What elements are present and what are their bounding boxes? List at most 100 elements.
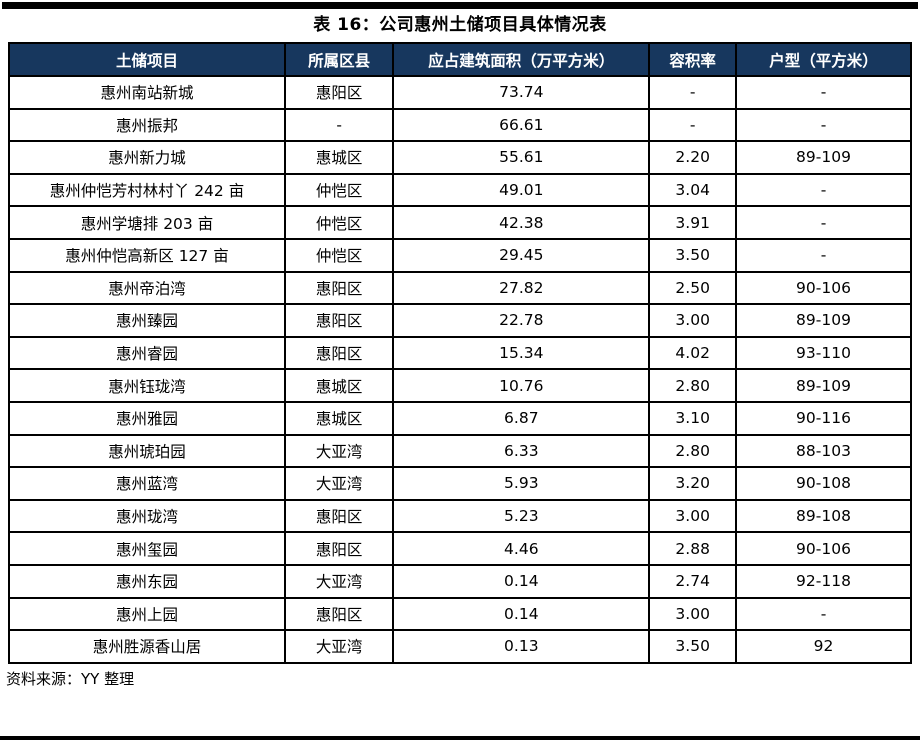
cell-district: 惠阳区 <box>283 270 395 306</box>
cell-area: 73.74 <box>392 75 651 110</box>
table-title: 表 16：公司惠州土储项目具体情况表 <box>313 15 607 35</box>
cell-district: 仲恺区 <box>283 205 395 240</box>
table-row: 惠州上园 惠阳区 0.14 3.00- <box>8 596 913 632</box>
cell-project: 惠州雅园 <box>8 400 286 436</box>
cell-project: 惠州仲恺芳村林村丫 242 亩 <box>8 172 286 208</box>
cell-project: 惠州新力城 <box>8 140 286 175</box>
cell-area: 0.13 <box>392 629 651 664</box>
cell-area: 5.23 <box>392 498 651 534</box>
cell-area: 0.14 <box>392 596 651 632</box>
cell-project: 惠州臻园 <box>8 303 286 338</box>
cell-project: 惠州胜源香山居 <box>8 629 286 664</box>
cell-unittype: - <box>734 172 913 208</box>
cell-ratio: 3.00 <box>648 498 737 534</box>
column-header-project: 土储项目 <box>8 42 286 77</box>
table-row: 惠州振邦 -66.61- - <box>8 107 913 143</box>
cell-project: 惠州东园 <box>8 563 286 599</box>
cell-unittype: 90-108 <box>734 466 913 501</box>
cell-area: 49.01 <box>392 172 651 208</box>
cell-unittype: - <box>734 596 913 632</box>
top-divider <box>2 2 918 9</box>
cell-project: 惠州玺园 <box>8 531 286 566</box>
table-row: 惠州蓝湾 大亚湾 5.93 3.20 90-108 <box>8 466 913 501</box>
cell-unittype: 89-109 <box>734 140 913 175</box>
cell-ratio: 2.74 <box>648 563 737 599</box>
cell-project: 惠州上园 <box>8 596 286 632</box>
column-header-district: 所属区县 <box>283 42 395 77</box>
table-row: 惠州新力城 惠城区 55.61 2.20 89-109 <box>8 140 913 175</box>
cell-ratio: 3.20 <box>648 466 737 501</box>
cell-unittype: 89-109 <box>734 368 913 403</box>
table-header-row: 土储项目 所属区县 应占建筑面积（万平方米） 容积率 户型（平方米） <box>8 42 913 77</box>
cell-ratio: 3.00 <box>648 303 737 338</box>
cell-district: 惠阳区 <box>283 75 395 110</box>
cell-project: 惠州振邦 <box>8 107 286 143</box>
cell-area: 5.93 <box>392 466 651 501</box>
cell-area: 22.78 <box>392 303 651 338</box>
cell-unittype: - <box>734 75 913 110</box>
cell-unittype: 88-103 <box>734 433 913 469</box>
cell-unittype: 90-106 <box>734 270 913 306</box>
cell-ratio: 3.04 <box>648 172 737 208</box>
table-row: 惠州学塘排 203 亩仲恺区 42.38 3.91- <box>8 205 913 240</box>
table-row: 惠州睿园 惠阳区 15.34 4.02 93-110 <box>8 335 913 371</box>
cell-unittype: - <box>734 107 913 143</box>
cell-district: 惠城区 <box>283 368 395 403</box>
table-row: 惠州东园 大亚湾 0.14 2.74 92-118 <box>8 563 913 599</box>
column-header-area: 应占建筑面积（万平方米） <box>392 42 651 77</box>
cell-area: 6.87 <box>392 400 651 436</box>
cell-district: 仲恺区 <box>283 172 395 208</box>
table-row: 惠州仲恺高新区 127 亩仲恺区 29.45 3.50- <box>8 237 913 273</box>
cell-unittype: - <box>734 205 913 240</box>
cell-area: 27.82 <box>392 270 651 306</box>
cell-ratio: - <box>648 75 737 110</box>
bottom-divider <box>0 736 920 740</box>
cell-project: 惠州钰珑湾 <box>8 368 286 403</box>
cell-district: 大亚湾 <box>283 466 395 501</box>
cell-unittype: 89-109 <box>734 303 913 338</box>
cell-unittype: 90-116 <box>734 400 913 436</box>
cell-area: 42.38 <box>392 205 651 240</box>
cell-project: 惠州珑湾 <box>8 498 286 534</box>
cell-unittype: 92-118 <box>734 563 913 599</box>
cell-district: 惠城区 <box>283 400 395 436</box>
cell-district: - <box>283 107 395 143</box>
cell-district: 惠阳区 <box>283 531 395 566</box>
cell-project: 惠州学塘排 203 亩 <box>8 205 286 240</box>
cell-ratio: 3.91 <box>648 205 737 240</box>
cell-project: 惠州南站新城 <box>8 75 286 110</box>
cell-ratio: 3.00 <box>648 596 737 632</box>
cell-ratio: 2.20 <box>648 140 737 175</box>
table-row: 惠州胜源香山居 大亚湾 0.13 3.50 92 <box>8 629 913 664</box>
table-row: 惠州钰珑湾 惠城区 10.76 2.80 89-109 <box>8 368 913 403</box>
cell-area: 10.76 <box>392 368 651 403</box>
cell-district: 大亚湾 <box>283 563 395 599</box>
cell-project: 惠州睿园 <box>8 335 286 371</box>
cell-project: 惠州琥珀园 <box>8 433 286 469</box>
cell-unittype: 90-106 <box>734 531 913 566</box>
table-row: 惠州琥珀园 大亚湾 6.33 2.80 88-103 <box>8 433 913 469</box>
cell-area: 55.61 <box>392 140 651 175</box>
table-row: 惠州南站新城 惠阳区 73.74- - <box>8 75 913 110</box>
cell-unittype: 92 <box>734 629 913 664</box>
cell-ratio: 3.50 <box>648 629 737 664</box>
cell-district: 大亚湾 <box>283 433 395 469</box>
cell-ratio: 2.80 <box>648 368 737 403</box>
cell-ratio: 3.10 <box>648 400 737 436</box>
cell-area: 66.61 <box>392 107 651 143</box>
table-row: 惠州臻园 惠阳区 22.78 3.00 89-109 <box>8 303 913 338</box>
cell-area: 4.46 <box>392 531 651 566</box>
cell-unittype: 89-108 <box>734 498 913 534</box>
table-row: 惠州仲恺芳村林村丫 242 亩仲恺区 49.01 3.04- <box>8 172 913 208</box>
table-row: 惠州珑湾 惠阳区 5.23 3.00 89-108 <box>8 498 913 534</box>
cell-district: 惠阳区 <box>283 303 395 338</box>
cell-ratio: 2.88 <box>648 531 737 566</box>
cell-district: 仲恺区 <box>283 237 395 273</box>
column-header-unittype: 户型（平方米） <box>734 42 913 77</box>
cell-ratio: 2.50 <box>648 270 737 306</box>
cell-project: 惠州蓝湾 <box>8 466 286 501</box>
cell-district: 惠阳区 <box>283 498 395 534</box>
cell-ratio: 3.50 <box>648 237 737 273</box>
cell-project: 惠州帝泊湾 <box>8 270 286 306</box>
